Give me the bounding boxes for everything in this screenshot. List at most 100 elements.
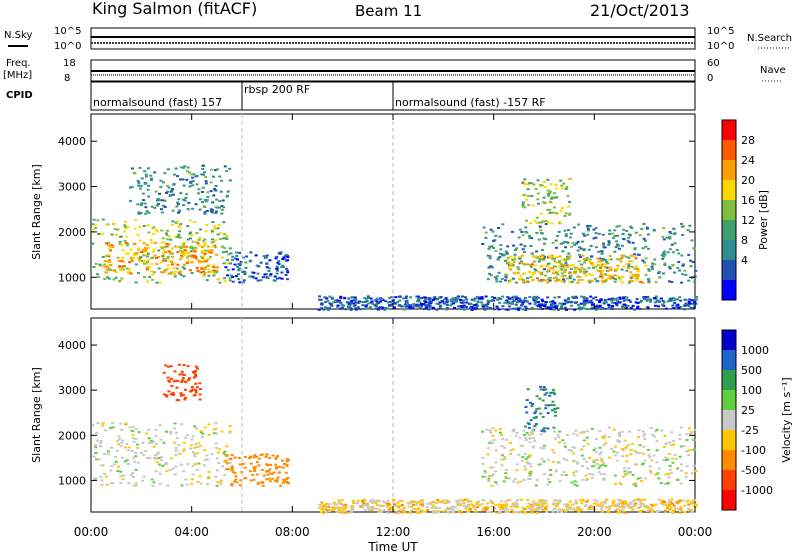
- heatmap-cell: [194, 365, 198, 368]
- heatmap-cell: [679, 445, 683, 448]
- heatmap-cell: [469, 303, 473, 305]
- heatmap-cell: [220, 212, 224, 215]
- heatmap-cell: [521, 180, 525, 183]
- heatmap-cell: [604, 465, 608, 467]
- heatmap-cell: [462, 304, 466, 307]
- heatmap-cell: [558, 508, 562, 511]
- heatmap-cell: [458, 499, 462, 502]
- heatmap-cell: [396, 301, 399, 304]
- heatmap-cell: [182, 364, 186, 366]
- heatmap-cell: [638, 444, 642, 447]
- heatmap-cell: [553, 499, 557, 502]
- heatmap-cell: [143, 202, 147, 205]
- heatmap-cell: [344, 308, 348, 311]
- heatmap-cell: [639, 477, 643, 479]
- heatmap-cell: [562, 264, 566, 267]
- heatmap-cell: [125, 442, 129, 445]
- heatmap-cell: [411, 306, 415, 309]
- heatmap-cell: [194, 246, 198, 249]
- heatmap-cell: [160, 459, 164, 462]
- heatmap-cell: [153, 241, 157, 244]
- heatmap-cell: [459, 301, 463, 304]
- heatmap-cell: [185, 256, 189, 259]
- heatmap-cell: [523, 178, 527, 181]
- heatmap-cell: [519, 300, 523, 303]
- heatmap-cell: [534, 187, 538, 190]
- heatmap-cell: [506, 508, 510, 511]
- heatmap-cell: [267, 270, 271, 272]
- heatmap-cell: [527, 434, 531, 436]
- heatmap-cell: [507, 267, 511, 270]
- heatmap-cell: [218, 200, 222, 203]
- heatmap-cell: [164, 259, 168, 262]
- heatmap-cell: [582, 300, 586, 303]
- heatmap-cell: [203, 212, 207, 215]
- heatmap-cell: [668, 280, 671, 283]
- heatmap-cell: [105, 242, 109, 245]
- heatmap-cell: [580, 502, 584, 505]
- heatmap-cell: [120, 259, 124, 262]
- heatmap-cell: [615, 240, 619, 243]
- heatmap-cell: [391, 300, 395, 303]
- heatmap-cell: [323, 296, 327, 299]
- heatmap-cell: [187, 252, 191, 255]
- heatmap-cell: [146, 260, 149, 263]
- heatmap-cell: [185, 483, 189, 486]
- heatmap-cell: [577, 279, 581, 282]
- heatmap-cell: [677, 261, 681, 263]
- nave-label: Nave: [760, 65, 786, 76]
- heatmap-cell: [275, 255, 279, 258]
- heatmap-cell: [625, 454, 629, 457]
- heatmap-cell: [469, 509, 473, 512]
- heatmap-cell: [565, 301, 569, 304]
- heatmap-cell: [194, 256, 198, 259]
- heatmap-cell: [372, 501, 376, 503]
- heatmap-cell: [101, 232, 105, 235]
- heatmap-cell: [623, 511, 627, 514]
- heatmap-cell: [594, 305, 598, 308]
- heatmap-cell: [586, 308, 590, 311]
- heatmap-cell: [661, 303, 665, 306]
- heatmap-cell: [655, 461, 659, 464]
- heatmap-cell: [152, 226, 156, 229]
- heatmap-cell: [373, 299, 377, 302]
- heatmap-cell: [137, 272, 140, 275]
- heatmap-cell: [689, 432, 693, 435]
- heatmap-cell: [631, 443, 635, 446]
- heatmap-cell: [648, 509, 652, 512]
- heatmap-cell: [622, 254, 626, 257]
- heatmap-cell: [521, 254, 525, 257]
- heatmap-cell: [548, 394, 552, 397]
- heatmap-cell: [606, 274, 610, 277]
- heatmap-cell: [586, 499, 590, 502]
- heatmap-cell: [573, 480, 577, 483]
- heatmap-cell: [622, 306, 626, 309]
- heatmap-cell: [219, 483, 223, 486]
- heatmap-cell: [396, 501, 400, 504]
- heatmap-cell: [173, 422, 177, 425]
- heatmap-cell: [626, 505, 629, 508]
- heatmap-cell: [618, 225, 621, 227]
- heatmap-cell: [501, 223, 505, 226]
- heatmap-cell: [377, 500, 381, 503]
- heatmap-cell: [341, 511, 345, 514]
- heatmap-cell: [537, 304, 541, 307]
- heatmap-cell: [669, 232, 673, 235]
- heatmap-cell: [546, 412, 550, 414]
- heatmap-cell: [594, 451, 598, 454]
- heatmap-cell: [522, 308, 526, 311]
- heatmap-cell: [556, 270, 560, 273]
- heatmap-cell: [203, 252, 207, 255]
- heatmap-cell: [266, 473, 270, 476]
- heatmap-cell: [639, 301, 643, 304]
- heatmap-cell: [174, 379, 178, 382]
- heatmap-cell: [510, 230, 514, 233]
- heatmap-cell: [558, 255, 562, 258]
- heatmap-cell: [542, 181, 546, 183]
- heatmap-cell: [538, 258, 542, 261]
- heatmap-cell: [486, 254, 490, 257]
- heatmap-cell: [363, 498, 367, 501]
- heatmap-cell: [555, 256, 559, 259]
- heatmap-cell: [203, 198, 207, 201]
